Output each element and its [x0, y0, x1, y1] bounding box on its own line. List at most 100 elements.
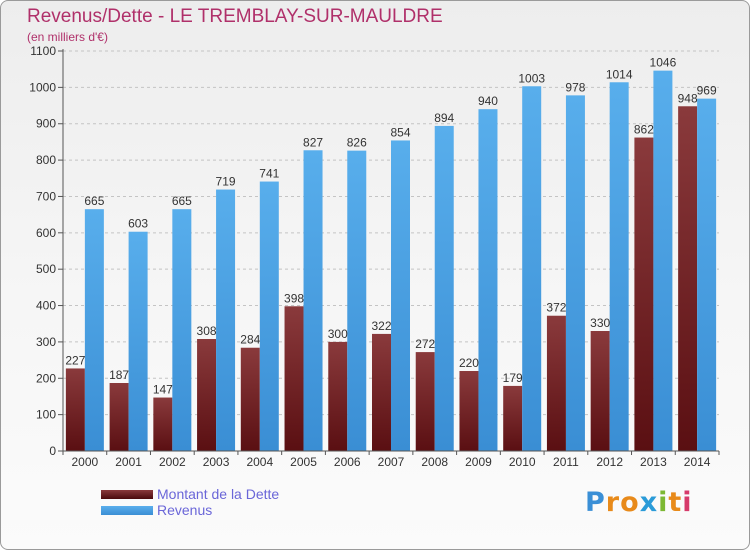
data-label-dette: 948 [678, 91, 698, 105]
bar-revenus [347, 150, 367, 452]
x-tick-label: 2009 [465, 455, 492, 469]
y-tick-label: 1000 [29, 80, 56, 94]
data-label-revenus: 665 [84, 194, 104, 208]
logo-letter: P [585, 487, 606, 518]
bar-dette [590, 331, 610, 451]
bar-dette [65, 368, 85, 451]
data-label-revenus: 1046 [650, 56, 677, 70]
bar-dette [328, 341, 348, 451]
data-label-dette: 372 [546, 301, 566, 315]
legend-label-revenus: Revenus [157, 502, 213, 518]
data-label-revenus: 978 [565, 80, 585, 94]
data-label-dette: 227 [65, 353, 85, 367]
data-label-dette: 300 [328, 327, 348, 341]
logo-letter: i [658, 487, 669, 518]
x-tick-label: 2003 [203, 455, 230, 469]
bar-revenus [609, 82, 629, 451]
x-tick-label: 2005 [290, 455, 317, 469]
x-tick-label: 2010 [509, 455, 536, 469]
bar-dette [153, 397, 173, 451]
bar-revenus [565, 95, 585, 451]
y-tick-label: 0 [49, 444, 56, 458]
bar-revenus [522, 86, 542, 451]
x-tick-label: 2008 [421, 455, 448, 469]
bar-dette [415, 352, 435, 451]
bar-dette [197, 339, 217, 451]
data-label-dette: 862 [634, 123, 654, 137]
logo-letter: i [682, 487, 693, 518]
proxiti-logo: Proxiti [585, 487, 693, 518]
data-label-revenus: 1003 [518, 71, 545, 85]
bar-revenus [391, 140, 410, 452]
y-tick-label: 400 [36, 299, 56, 313]
bar-revenus [259, 181, 279, 451]
data-label-dette: 284 [240, 333, 260, 347]
data-label-dette: 398 [284, 291, 304, 305]
x-tick-label: 2014 [684, 455, 711, 469]
x-tick-label: 2007 [378, 455, 405, 469]
bar-dette [503, 385, 523, 451]
data-label-revenus: 741 [259, 167, 279, 181]
x-tick-label: 2002 [159, 455, 186, 469]
y-tick-label: 800 [36, 153, 56, 167]
data-label-dette: 330 [590, 316, 610, 330]
y-tick-label: 500 [36, 262, 56, 276]
bar-dette [284, 306, 304, 451]
bar-dette [459, 371, 479, 451]
bar-dette [546, 315, 566, 451]
y-tick-label: 600 [36, 226, 56, 240]
bar-revenus [478, 109, 498, 451]
data-label-revenus: 1014 [606, 67, 633, 81]
x-tick-label: 2004 [246, 455, 273, 469]
data-label-revenus: 969 [697, 84, 717, 98]
y-tick-label: 1100 [30, 44, 56, 58]
data-label-revenus: 719 [216, 175, 236, 189]
x-tick-label: 2001 [115, 455, 142, 469]
data-label-dette: 308 [197, 324, 217, 338]
x-tick-label: 2012 [596, 455, 623, 469]
y-tick-label: 300 [36, 335, 56, 349]
data-label-dette: 179 [503, 371, 523, 385]
data-label-dette: 272 [415, 337, 435, 351]
bar-dette [109, 383, 129, 451]
data-label-dette: 322 [371, 319, 391, 333]
chart-title: Revenus/Dette - LE TREMBLAY-SUR-MAULDRE [27, 6, 443, 27]
x-tick-label: 2006 [334, 455, 361, 469]
data-label-revenus: 827 [303, 135, 323, 149]
data-label-revenus: 940 [478, 94, 498, 108]
bar-dette [372, 333, 391, 451]
x-tick-label: 2013 [640, 455, 667, 469]
bar-revenus [172, 209, 192, 451]
y-tick-label: 700 [36, 189, 56, 203]
legend-swatch-revenus [101, 506, 153, 515]
bar-dette [678, 106, 698, 451]
legend-label-dette: Montant de la Dette [157, 486, 280, 502]
bar-revenus [653, 70, 673, 452]
bar-revenus [303, 150, 323, 452]
x-tick-label: 2011 [553, 455, 579, 469]
y-tick-label: 900 [36, 117, 56, 131]
bar-revenus [84, 209, 104, 451]
bar-revenus [697, 98, 717, 452]
logo-letter: t [668, 487, 683, 518]
bar-revenus [434, 125, 454, 451]
data-label-dette: 220 [459, 356, 479, 370]
chart-subtitle: (en milliers d'€) [27, 30, 108, 44]
data-label-revenus: 894 [434, 111, 454, 125]
legend-swatch-dette [101, 490, 153, 499]
bar-dette [634, 137, 654, 451]
y-tick-label: 100 [36, 408, 56, 422]
x-tick-label: 2000 [72, 455, 99, 469]
data-label-revenus: 854 [390, 125, 410, 139]
data-label-revenus: 603 [128, 217, 148, 231]
logo-letter: r [605, 487, 621, 518]
bar-dette [240, 347, 260, 451]
data-label-revenus: 826 [347, 136, 367, 150]
logo-letter: o [620, 487, 640, 518]
data-label-dette: 147 [153, 383, 173, 397]
logo-letter: x [639, 487, 659, 518]
data-label-dette: 187 [109, 368, 129, 382]
data-label-revenus: 665 [172, 194, 192, 208]
